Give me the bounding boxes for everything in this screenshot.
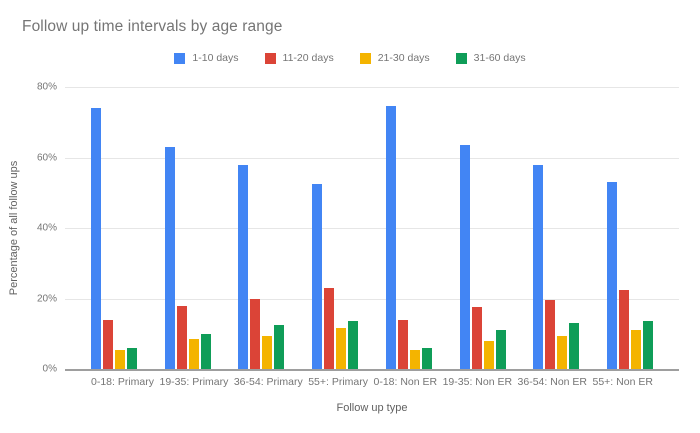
legend-item-21-30-days[interactable]: 21-30 days [359,52,430,64]
bar-group [238,87,285,369]
bar-group [91,87,137,369]
y-tick-label: 80% [36,81,57,93]
x-category-label: 36-54: Primary [233,376,303,388]
legend-label: 1-10 days [192,52,239,64]
bar-1-10-days[interactable] [606,182,617,369]
bar-31-60-days[interactable] [495,330,506,369]
legend-swatch-icon [264,52,276,64]
legend-label: 11-20 days [282,52,334,64]
bar-1-10-days[interactable] [238,164,249,369]
y-axis-title: Percentage of all follow ups [8,160,20,296]
bar-11-20-days[interactable] [471,307,482,369]
x-category-label: 55+: Primary [308,376,368,388]
bar-11-20-days[interactable] [103,319,113,369]
x-category-label: 19-35: Non ER [442,376,513,388]
bar-21-30-days[interactable] [262,335,273,369]
bar-31-60-days[interactable] [274,324,285,369]
bar-group [606,87,653,369]
bar-31-60-days[interactable] [348,321,359,369]
bar-21-30-days[interactable] [557,335,568,369]
bar-31-60-days[interactable] [200,333,211,369]
bar-31-60-days[interactable] [569,323,580,369]
gridline-60% [65,157,679,159]
bar-group [312,87,359,369]
bar-groups-row [65,87,679,369]
bar-11-20-days[interactable] [397,319,408,369]
legend-swatch-icon [359,52,371,64]
bar-21-30-days[interactable] [630,330,641,369]
bar-group [459,87,506,369]
x-category-label: 55+: Non ER [592,376,653,388]
y-tick-label: 60% [36,152,57,163]
bar-1-10-days[interactable] [91,108,101,369]
bar-1-10-days[interactable] [533,164,544,369]
gridline-40% [65,228,679,229]
bar-21-30-days[interactable] [188,339,199,369]
legend-item-11-20-days[interactable]: 11-20 days [264,52,334,64]
y-tick-label: 20% [36,293,57,304]
y-tick-label: 40% [36,222,57,234]
legend-item-1-10-days[interactable]: 1-10 days [174,52,239,64]
bar-group [533,87,580,369]
plot-area [65,87,679,371]
x-axis-category-labels: 0-18: Primary 19-35: Primary 36-54: Primar… [65,376,679,388]
x-category-label: 19-35: Primary [159,376,229,388]
x-category-label: 0-18: Primary [91,376,155,388]
bar-1-10-days[interactable] [459,145,470,369]
bar-11-20-days[interactable] [324,287,335,369]
y-tick-label: 0% [42,363,57,375]
bar-31-60-days[interactable] [127,347,137,369]
legend-label: 21-30 days [377,52,430,64]
legend-item-31-60-days[interactable]: 31-60 days [455,52,526,64]
x-axis-title: Follow up type [336,402,408,414]
bar-21-30-days[interactable] [336,328,347,369]
bar-group [164,87,211,369]
bar-21-30-days[interactable] [483,340,494,369]
bar-31-60-days[interactable] [642,321,653,369]
bar-11-20-days[interactable] [250,298,261,369]
x-category-label: 0-18: Non ER [373,376,438,388]
bar-11-20-days[interactable] [176,305,187,369]
legend-swatch-icon [455,52,467,64]
bar-1-10-days[interactable] [312,183,323,369]
bar-11-20-days[interactable] [545,300,556,369]
bar-21-30-days[interactable] [115,349,125,369]
bar-31-60-days[interactable] [421,347,432,369]
legend-label: 31-60 days [473,52,526,64]
bar-group [385,87,432,369]
y-axis-ticks: 0% 20% 40% 60% 80% [0,82,57,375]
legend-swatch-icon [174,52,186,64]
gridline-80% [65,87,679,88]
x-category-label: 36-54: Non ER [517,376,588,388]
bar-11-20-days[interactable] [618,289,629,369]
gridline-20% [65,298,679,300]
legend: 1-10 days 11-20 days 21-30 days 31-60 days [0,52,700,64]
chart-title: Follow up time intervals by age range [22,18,283,35]
bar-1-10-days[interactable] [164,146,175,369]
bar-21-30-days[interactable] [409,349,420,369]
bar-1-10-days[interactable] [385,106,396,369]
